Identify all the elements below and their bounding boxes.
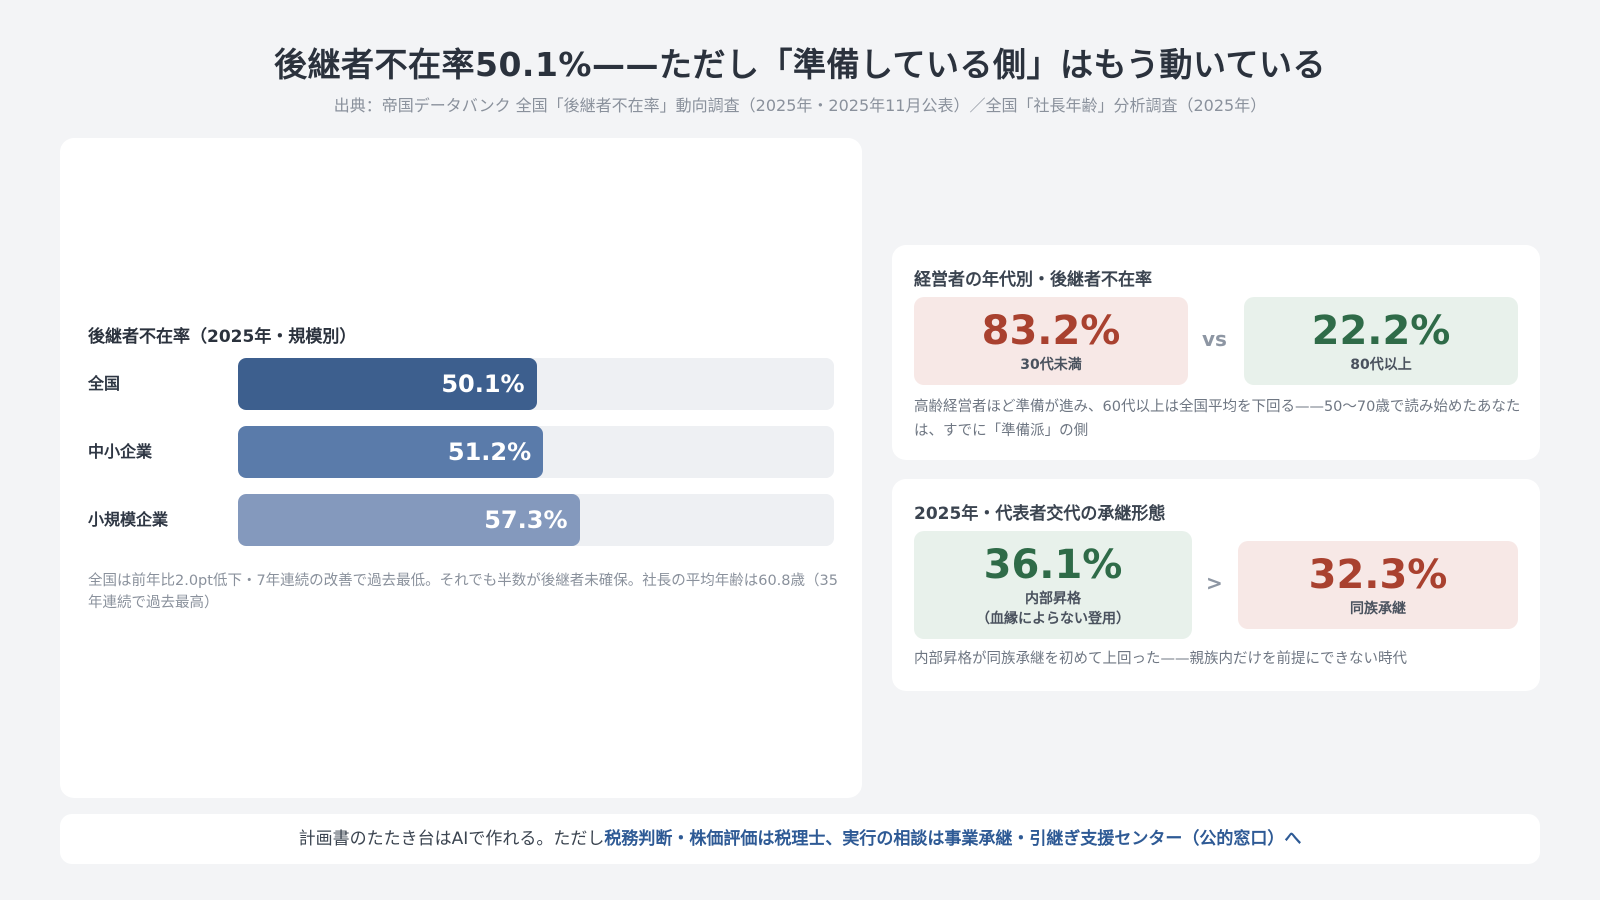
succession-card-note: 内部昇格が同族承継を初めて上回った——親族内だけを前提にできない時代 xyxy=(914,651,1407,667)
chart-title: 後継者不在率（2025年・規模別） xyxy=(88,327,357,347)
bar-value-label: 51.2% xyxy=(447,438,532,466)
stat-value: 22.2% xyxy=(1311,308,1451,354)
stat-value: 32.3% xyxy=(1308,552,1448,598)
chart-note: 全国は前年比2.0pt低下・7年連続の改善で過去最低。それでも半数が後継者未確保… xyxy=(88,573,838,611)
bar-chart-card: 後継者不在率（2025年・規模別） 全国 50.1% 中小企業 51.2% 小規… xyxy=(60,138,862,798)
bar-row: 中小企業 51.2% xyxy=(88,426,834,478)
stat-box-family-succession: 32.3% 同族承継 xyxy=(1238,541,1518,629)
bar-row: 全国 50.1% xyxy=(88,358,834,410)
bar: 50.1% xyxy=(238,358,537,410)
stat-label: 80代以上 xyxy=(1350,357,1412,373)
source-subtitle: 出典：帝国データバンク 全国「後継者不在率」動向調査（2025年・2025年11… xyxy=(333,96,1267,115)
bar-track: 50.1% xyxy=(238,358,834,410)
bar-value-label: 57.3% xyxy=(484,506,568,534)
footer-highlight: 税務判断・株価評価は税理士、実行の相談は事業承継・引継ぎ支援センター（公的窓口）… xyxy=(604,829,1302,849)
greater-than-separator: > xyxy=(1206,571,1223,595)
footer-banner: 計画書のたたき台はAIで作れる。ただし税務判断・株価評価は税理士、実行の相談は事… xyxy=(60,814,1540,864)
stat-box-under-30: 83.2% 30代未満 xyxy=(914,297,1188,385)
stat-label: 同族承継 xyxy=(1350,601,1406,617)
bar: 57.3% xyxy=(238,494,580,546)
bar-row: 小規模企業 57.3% xyxy=(88,494,834,546)
footer-text: 計画書のたたき台はAIで作れる。ただし xyxy=(298,829,605,849)
bar-track: 51.2% xyxy=(238,426,834,478)
age-comparison-card: 経営者の年代別・後継者不在率 83.2% 30代未満 vs 22.2% 80代以… xyxy=(892,245,1540,460)
succession-type-card: 2025年・代表者交代の承継形態 36.1% 内部昇格 （血縁によらない登用） … xyxy=(892,479,1540,691)
bar-track: 57.3% xyxy=(238,494,834,546)
bar-category-label: 全国 xyxy=(88,374,121,393)
bar-value-label: 50.1% xyxy=(441,370,525,398)
stat-label: 30代未満 xyxy=(1020,357,1082,373)
bar-category-label: 小規模企業 xyxy=(88,510,169,529)
stat-label: 内部昇格 xyxy=(1025,591,1081,607)
stat-box-internal-promotion: 36.1% 内部昇格 （血縁によらない登用） xyxy=(914,531,1192,639)
page-title: 後継者不在率50.1%——ただし「準備している側」はもう動いている xyxy=(273,45,1326,84)
bar-category-label: 中小企業 xyxy=(88,442,153,461)
age-card-title: 経営者の年代別・後継者不在率 xyxy=(914,270,1152,290)
stat-value: 83.2% xyxy=(981,308,1121,354)
bar: 51.2% xyxy=(238,426,544,478)
age-card-note: 高齢経営者ほど準備が進み、60代以上は全国平均を下回る——50〜70歳で読み始め… xyxy=(914,399,1521,439)
vs-separator: vs xyxy=(1202,327,1227,351)
succession-card-title: 2025年・代表者交代の承継形態 xyxy=(914,504,1166,524)
stat-box-over-80: 22.2% 80代以上 xyxy=(1244,297,1518,385)
stat-sublabel: （血縁によらない登用） xyxy=(976,611,1130,627)
stat-value: 36.1% xyxy=(983,542,1123,588)
